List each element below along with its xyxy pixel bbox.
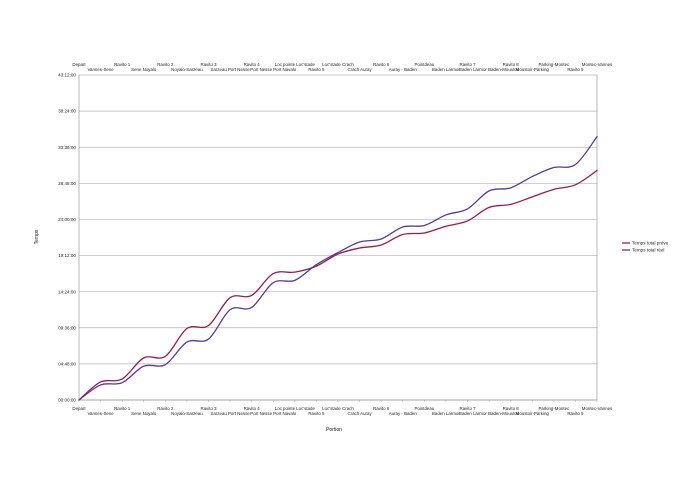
x-tick-label: Noyalo-Sarzeau [171,411,203,416]
legend-label: Temps total réel [632,248,664,253]
y-axis-label: Temps [34,229,40,244]
x-tick-label: Baden Larmor [432,411,460,416]
y-tick-label: 33:36:00 [58,145,76,150]
x-axis-label: Portion [326,427,342,433]
x-tick-label: Depart [72,406,86,411]
x-tick-label-top: Baden Larmor [432,67,460,72]
legend-label: Temps total prévu [632,241,669,246]
y-tick-label: 14:24:00 [58,289,76,294]
gridlines [79,75,597,402]
x-tick-label-top: Noyalo-Sarzeau [171,67,203,72]
x-tick-label-top: Moustoir-Parking [516,67,550,72]
x-tick-label: Baden Larmor Baden-Moustoir [459,411,520,416]
x-tick-label: Moustoir-Parking [516,411,550,416]
x-tick-label: Sene Noyalo [131,411,157,416]
x-tick-label: Crach Auray [347,411,372,416]
x-tick-label-top: Vannes-Sene [87,67,114,72]
x-tick-label-top: Sene Noyalo [131,67,157,72]
y-tick-label: 43:12:00 [58,73,76,78]
x-tick-label-top: Montec-Vannes [582,62,613,67]
x-tick-label: Ravito 9 [567,411,584,416]
x-tick-label-top: Ravito 5 [308,67,325,72]
x-tick-label: Vannes-Sene [87,411,114,416]
x-tick-label-top: Parking-Montec [538,62,570,67]
x-tick-label: Parking-Montec [538,406,570,411]
x-tick-label: Ravito 1 [114,406,131,411]
y-tick-label: 19:12:00 [58,253,76,258]
series-lines [79,137,597,400]
y-tick-label: 00:00:00 [58,398,76,403]
x-tick-label: Ravito 5 [308,411,325,416]
x-tick-label-top: Sarzeau Port Nesse [210,67,250,72]
x-tick-label-top: Ravito 6 [373,62,390,67]
y-tick-label: 24:00:00 [58,217,76,222]
x-tick-label-top: Auray - Baden [389,67,418,72]
legend: Temps total prévu Temps total réel [622,241,669,253]
y-tick-labels: 00:00:00 04:48:00 09:36:00 14:24:00 19:12:00… [58,73,76,403]
x-tick-label-top: Depart [72,62,86,67]
y-tick-label: 04:48:00 [58,361,76,366]
x-tick-label: Port Nesse Port Navalo [250,411,296,416]
x-tick-label-top: Crach Auray [347,67,372,72]
x-tick-label-top: Ravito 1 [114,62,131,67]
series-line-2 [79,137,597,400]
y-tick-label: 38:24:00 [58,109,76,114]
x-tick-label: Sarzeau Port Nesse [210,411,250,416]
x-tick-label: Ravito 6 [373,406,390,411]
x-tick-label: Auray - Baden [389,411,418,416]
y-tick-label: 28:48:00 [58,181,76,186]
y-tick-label: 09:36:00 [58,325,76,330]
x-tick-label: Montec-Vannes [582,406,613,411]
x-tick-label-top: Ravito 9 [567,67,584,72]
x-tick-label-top: Baden Larmor Baden-Moustoir [459,67,520,72]
x-tick-label-top: Port Nesse Port Navalo [250,67,296,72]
